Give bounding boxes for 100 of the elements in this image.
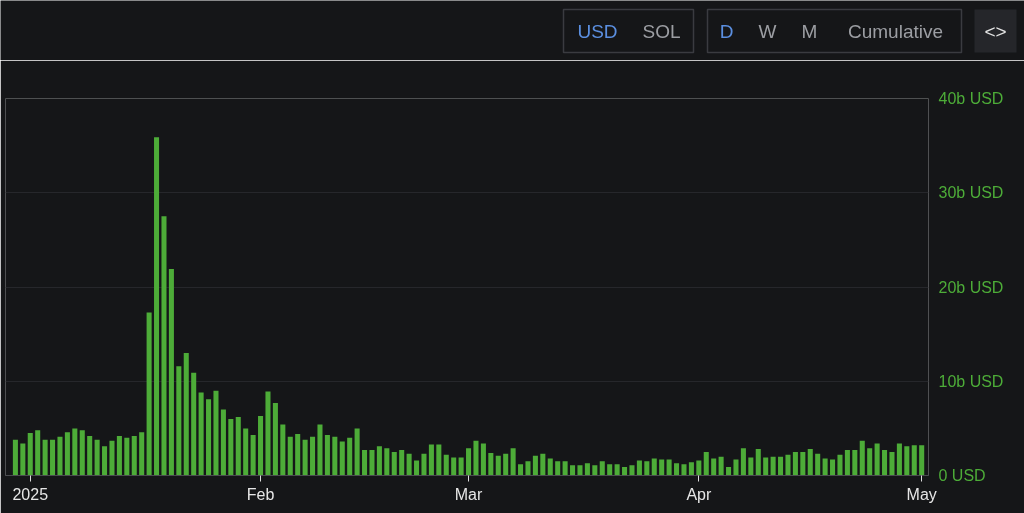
bar bbox=[532, 455, 538, 476]
bar bbox=[72, 428, 78, 476]
bar bbox=[874, 443, 880, 476]
bar bbox=[807, 449, 813, 476]
bar bbox=[406, 453, 412, 476]
bar bbox=[740, 448, 746, 476]
bar bbox=[607, 464, 613, 476]
bar bbox=[154, 137, 160, 476]
bar bbox=[488, 452, 494, 476]
bar bbox=[272, 402, 278, 476]
bar bbox=[644, 461, 650, 476]
bar bbox=[466, 448, 472, 476]
bar bbox=[109, 440, 115, 476]
bar bbox=[518, 464, 524, 476]
bar bbox=[636, 460, 642, 476]
text: D bbox=[719, 21, 734, 42]
text: USD bbox=[577, 21, 618, 42]
bar bbox=[830, 459, 836, 476]
bar bbox=[711, 458, 717, 476]
text: SOL bbox=[642, 21, 681, 42]
y-tick-label: 20b USD bbox=[938, 278, 1004, 296]
bar bbox=[681, 464, 687, 476]
bar bbox=[362, 450, 368, 476]
bar bbox=[295, 434, 301, 476]
bar bbox=[310, 436, 316, 476]
bar bbox=[867, 448, 873, 476]
bar bbox=[354, 428, 360, 476]
bar bbox=[139, 432, 145, 476]
x-tick-label: 2025 bbox=[12, 485, 49, 503]
bar bbox=[168, 269, 174, 476]
y-tick-label: 40b USD bbox=[938, 90, 1004, 107]
bar bbox=[674, 463, 680, 476]
bar bbox=[622, 467, 628, 476]
bar bbox=[555, 461, 561, 476]
bar bbox=[317, 424, 323, 476]
bar bbox=[369, 450, 375, 476]
bar bbox=[116, 435, 122, 476]
bar bbox=[27, 433, 33, 476]
bar bbox=[540, 453, 546, 476]
bar bbox=[755, 449, 761, 476]
bar bbox=[584, 463, 590, 476]
y-tick-label: 0 USD bbox=[938, 467, 986, 484]
bar bbox=[332, 436, 338, 476]
bar bbox=[748, 457, 754, 476]
text: W bbox=[758, 21, 777, 42]
bar bbox=[629, 465, 635, 476]
bar bbox=[495, 455, 501, 476]
bar bbox=[718, 456, 724, 476]
bar bbox=[436, 444, 442, 476]
bar bbox=[280, 424, 286, 476]
bar bbox=[131, 435, 137, 476]
bar bbox=[815, 453, 821, 476]
bar bbox=[250, 434, 256, 476]
bar bbox=[503, 453, 509, 476]
bar bbox=[844, 450, 850, 476]
bar bbox=[399, 450, 405, 476]
bar bbox=[599, 461, 605, 476]
bar bbox=[228, 418, 234, 476]
bar bbox=[473, 440, 479, 476]
bar bbox=[800, 451, 806, 476]
bar bbox=[882, 450, 888, 476]
x-tick-label: Mar bbox=[454, 485, 483, 503]
bar bbox=[220, 409, 226, 476]
x-tick-label: May bbox=[906, 485, 937, 503]
y-tick-label: 30b USD bbox=[938, 184, 1004, 202]
bar bbox=[792, 451, 798, 476]
bar bbox=[733, 459, 739, 476]
bar bbox=[414, 460, 420, 476]
bar bbox=[778, 456, 784, 476]
bar bbox=[651, 458, 657, 476]
bar bbox=[124, 437, 130, 476]
bar bbox=[302, 439, 308, 476]
bar bbox=[763, 457, 769, 476]
bar bbox=[510, 448, 516, 476]
bar bbox=[852, 450, 858, 476]
bar bbox=[577, 465, 583, 476]
bar bbox=[94, 439, 100, 476]
bar bbox=[161, 216, 167, 476]
bar bbox=[837, 454, 843, 476]
bar bbox=[87, 435, 93, 476]
bar bbox=[287, 436, 293, 476]
bar bbox=[428, 444, 434, 476]
bar bbox=[696, 460, 702, 476]
bar bbox=[102, 446, 108, 476]
bar bbox=[243, 428, 249, 476]
bar bbox=[258, 416, 264, 476]
bar bbox=[146, 312, 152, 476]
bar bbox=[42, 439, 48, 476]
bar bbox=[896, 443, 902, 476]
bar bbox=[688, 462, 694, 476]
bar bbox=[859, 440, 865, 476]
bar bbox=[614, 464, 620, 476]
bar bbox=[770, 456, 776, 476]
bar bbox=[376, 446, 382, 476]
bar bbox=[570, 465, 576, 476]
bar bbox=[562, 461, 568, 476]
bar bbox=[265, 391, 271, 476]
bar bbox=[183, 352, 189, 476]
bar bbox=[35, 430, 41, 476]
bar bbox=[919, 445, 925, 476]
